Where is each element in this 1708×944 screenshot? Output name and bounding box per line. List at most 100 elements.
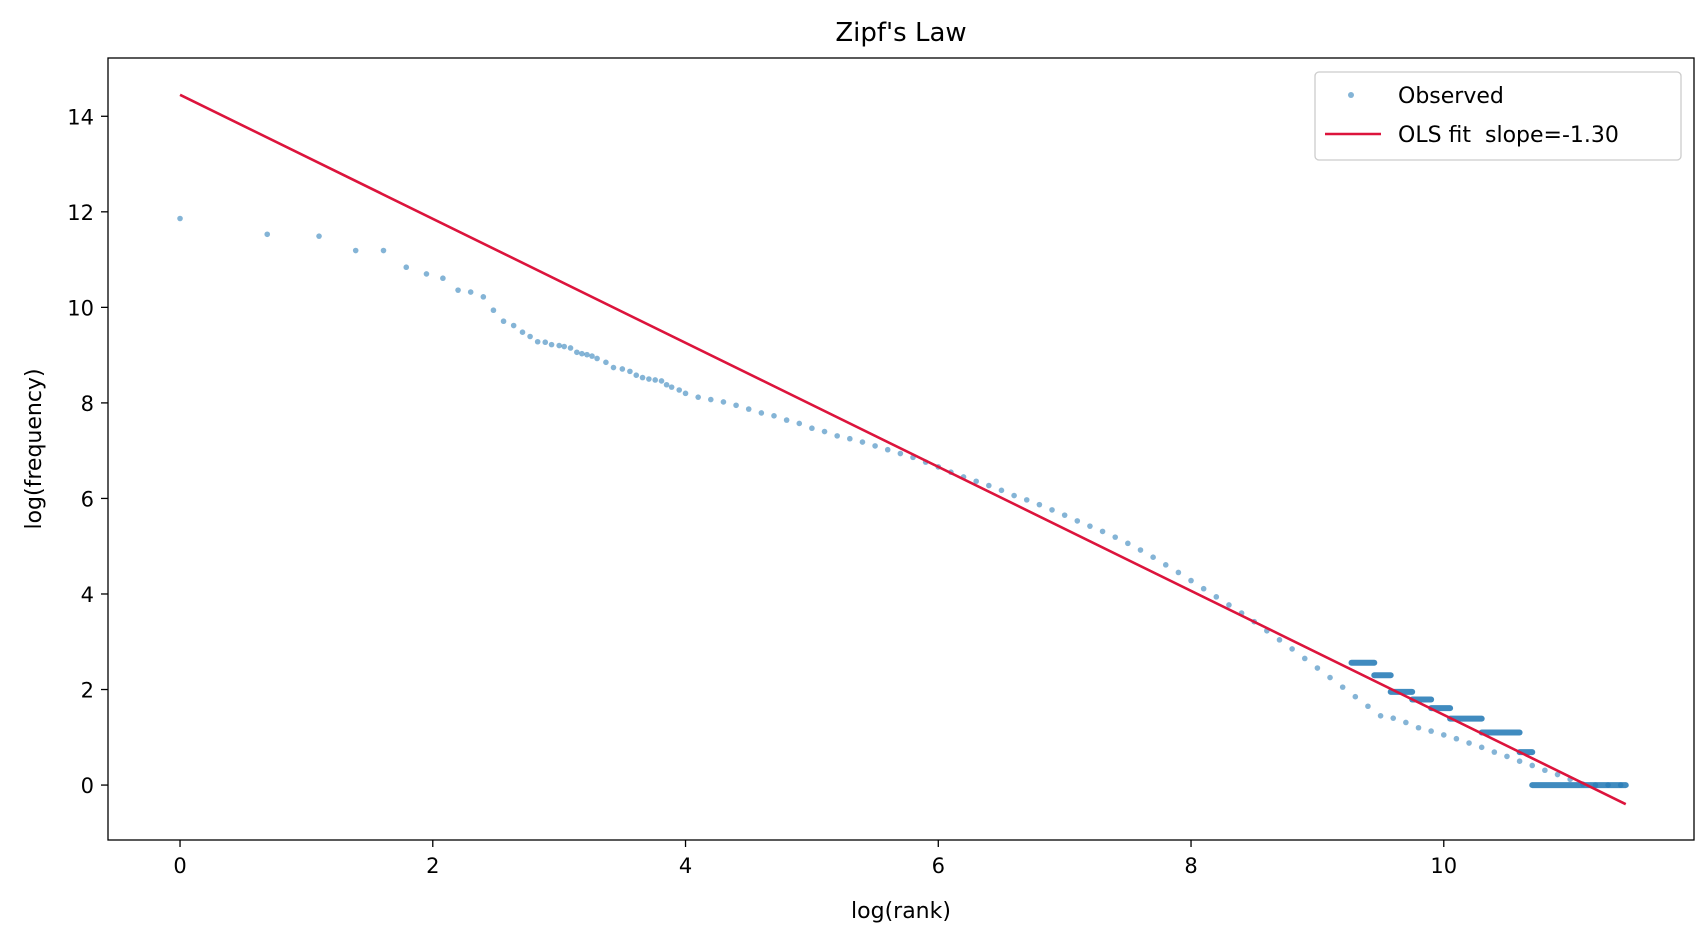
observed-point <box>1491 749 1498 755</box>
legend-observed-marker <box>1348 92 1354 98</box>
observed-point <box>708 396 714 403</box>
observed-point <box>639 374 646 381</box>
observed-point <box>440 275 446 282</box>
observed-point <box>534 338 541 345</box>
observed-point <box>682 390 689 397</box>
observed-point <box>579 350 585 357</box>
observed-point <box>1074 518 1081 524</box>
axes-frame <box>107 57 1695 841</box>
observed-point <box>542 339 549 346</box>
observed-point <box>1188 577 1194 584</box>
observed-point <box>973 478 979 485</box>
observed-point <box>821 428 828 435</box>
x-axis-label: log(rank) <box>851 899 951 924</box>
observed-point <box>695 394 701 400</box>
observed-point <box>809 425 815 432</box>
y-tick-label: 6 <box>81 487 94 511</box>
observed-point <box>1011 492 1017 499</box>
observed-point <box>603 359 609 366</box>
observed-point <box>1453 735 1460 742</box>
observed-point <box>490 307 497 314</box>
observed-point <box>796 420 803 427</box>
observed-point <box>1440 732 1447 738</box>
observed-point <box>1137 547 1144 553</box>
observed-point <box>1150 554 1156 560</box>
observed-point <box>872 443 878 449</box>
ols-fit-line <box>179 93 1627 806</box>
y-tick-label: 12 <box>67 201 94 225</box>
observed-point <box>1339 684 1346 690</box>
observed-point <box>548 341 555 348</box>
observed-point <box>652 377 659 383</box>
observed-point <box>1175 569 1182 576</box>
observed-point <box>745 406 752 412</box>
observed-point <box>1276 637 1283 643</box>
observed-point <box>1352 693 1359 700</box>
x-tick-label: 0 <box>173 854 186 878</box>
observed-point <box>1365 703 1371 710</box>
observed-point <box>1504 753 1510 760</box>
observed-point <box>467 289 474 295</box>
observed-point <box>1162 562 1169 568</box>
observed-point <box>1099 528 1106 535</box>
observed-point <box>1390 715 1397 721</box>
x-tick-label: 6 <box>932 854 945 878</box>
observed-point <box>500 318 507 325</box>
observed-point <box>658 378 665 384</box>
observed-point <box>556 342 562 349</box>
legend-observed-label: Observed <box>1398 84 1504 109</box>
observed-point <box>594 355 600 362</box>
observed-point <box>998 487 1005 494</box>
observed-point <box>676 387 683 393</box>
observed-point <box>561 343 568 350</box>
observed-point <box>771 412 777 419</box>
observed-point <box>380 247 387 254</box>
observed-point <box>720 399 727 405</box>
observed-point <box>455 287 461 293</box>
observed-point <box>627 368 633 375</box>
observed-point <box>733 402 739 409</box>
observed-point <box>834 433 840 439</box>
observed-point <box>1061 512 1068 518</box>
y-tick-label: 10 <box>67 296 94 320</box>
observed-point <box>264 231 271 238</box>
observed-point <box>1415 724 1422 731</box>
observed-point <box>480 294 487 300</box>
observed-point <box>574 349 580 356</box>
observed-point <box>527 333 533 340</box>
observed-point <box>423 271 430 277</box>
observed-point <box>646 376 652 382</box>
observed-point <box>1529 762 1536 769</box>
x-tick-label: 2 <box>426 854 439 878</box>
observed-point <box>519 329 526 336</box>
observed-point <box>567 345 574 351</box>
observed-point <box>1049 507 1055 513</box>
observed-point <box>619 366 626 372</box>
observed-point <box>1516 758 1523 764</box>
legend: Observed OLS fit slope=-1.30 <box>1314 71 1682 161</box>
observed-point <box>1200 585 1207 592</box>
observed-point <box>1301 655 1308 662</box>
y-tick-label: 0 <box>81 774 94 798</box>
observed-point <box>1542 767 1548 774</box>
observed-point <box>510 322 517 329</box>
observed-point <box>986 482 992 489</box>
observed-point <box>584 351 590 358</box>
legend-box <box>1314 71 1682 161</box>
observed-point <box>668 384 675 390</box>
observed-point <box>897 450 904 457</box>
observed-point <box>633 372 640 378</box>
observed-point <box>610 364 617 371</box>
observed-point <box>1478 744 1485 751</box>
observed-point <box>783 417 790 423</box>
y-axis-label: log(frequency) <box>22 368 47 529</box>
legend-fit-label: OLS fit slope=-1.30 <box>1398 123 1619 148</box>
observed-point <box>1314 665 1321 671</box>
observed-point <box>1112 534 1119 540</box>
observed-point <box>847 435 853 442</box>
observed-point <box>589 353 595 359</box>
x-tick-label: 8 <box>1184 854 1197 878</box>
observed-point <box>1466 740 1472 746</box>
